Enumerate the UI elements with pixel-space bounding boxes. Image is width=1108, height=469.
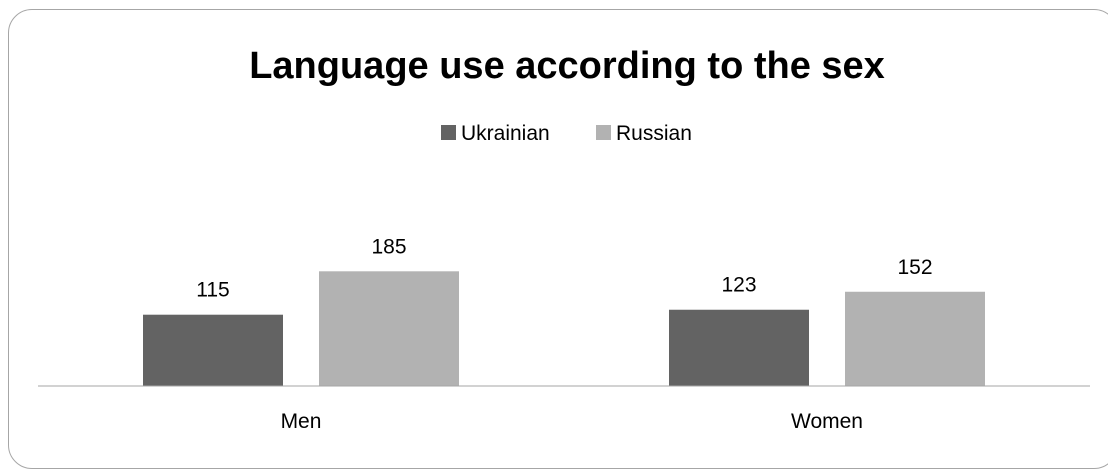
bar-women-ukrainian [669, 309, 809, 386]
chart-legend: Ukrainian Russian [441, 122, 692, 145]
legend-swatch-ukrainian [441, 125, 456, 140]
bar-men-russian [319, 271, 459, 386]
data-label-men-russian: 185 [371, 235, 406, 258]
chart-frame [8, 9, 1108, 469]
bar-chart: Language use according to the sex Ukrain… [38, 45, 1090, 433]
bar-women-russian [845, 291, 985, 386]
legend-label-ukrainian: Ukrainian [461, 122, 550, 145]
legend-swatch-russian [596, 125, 611, 140]
data-label-men-ukrainian: 115 [196, 279, 229, 302]
bars-group: 115 185 123 152 [143, 235, 985, 386]
data-label-women-ukrainian: 123 [721, 274, 756, 297]
category-label-women: Women [791, 410, 863, 433]
category-labels: Men Women [281, 410, 863, 433]
chart-title: Language use according to the sex [249, 45, 885, 87]
category-label-men: Men [281, 410, 322, 433]
data-label-women-russian: 152 [897, 256, 932, 279]
bar-men-ukrainian [143, 314, 283, 386]
legend-label-russian: Russian [616, 122, 692, 145]
